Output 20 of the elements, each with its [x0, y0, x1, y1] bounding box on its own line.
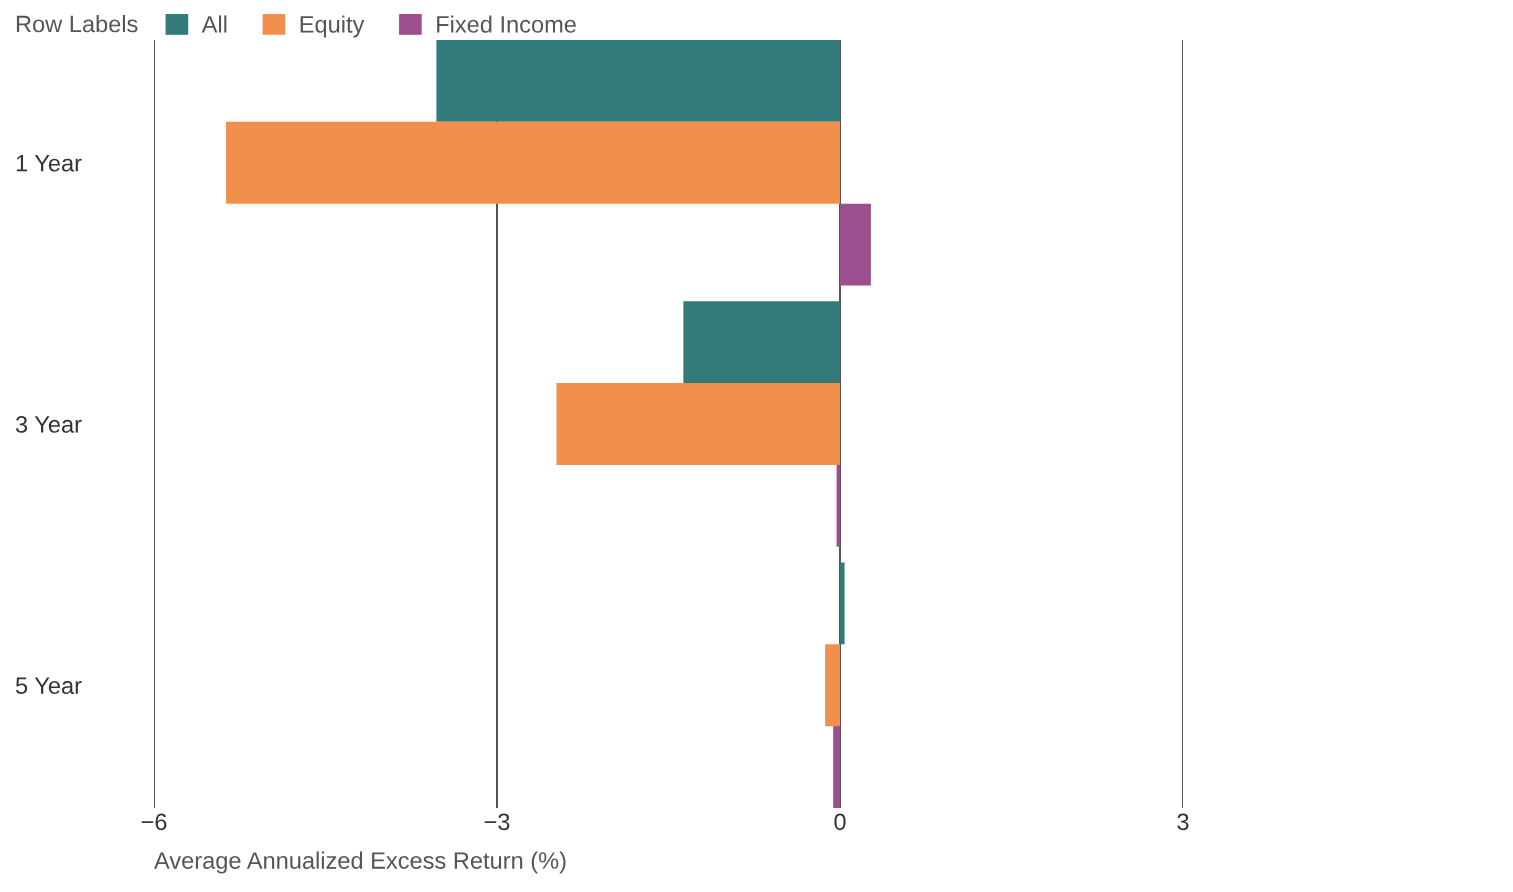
- legend-title: Row Labels: [16, 15, 138, 33]
- y-tick-label: 5 Year: [15, 677, 82, 695]
- bar: [833, 726, 840, 808]
- x-tick-label: −3: [484, 813, 510, 831]
- x-tick-label: −6: [141, 813, 167, 831]
- bar: [840, 203, 871, 286]
- bar: [226, 121, 840, 204]
- bar: [683, 301, 840, 384]
- legend-label: All: [201, 15, 227, 33]
- bar: [825, 644, 840, 727]
- bar: [556, 383, 840, 465]
- y-tick-label: 3 Year: [15, 416, 82, 433]
- x-tick-label: 3: [1177, 813, 1189, 831]
- y-tick-label: 1 Year: [16, 155, 82, 172]
- legend-label: Fixed Income: [437, 15, 576, 33]
- bar: [436, 40, 840, 122]
- legend-label: Equity: [300, 15, 365, 38]
- x-tick-label: 0: [834, 813, 846, 831]
- bar: [840, 562, 845, 645]
- x-axis-title: Average Annualized Excess Return (%): [154, 851, 566, 874]
